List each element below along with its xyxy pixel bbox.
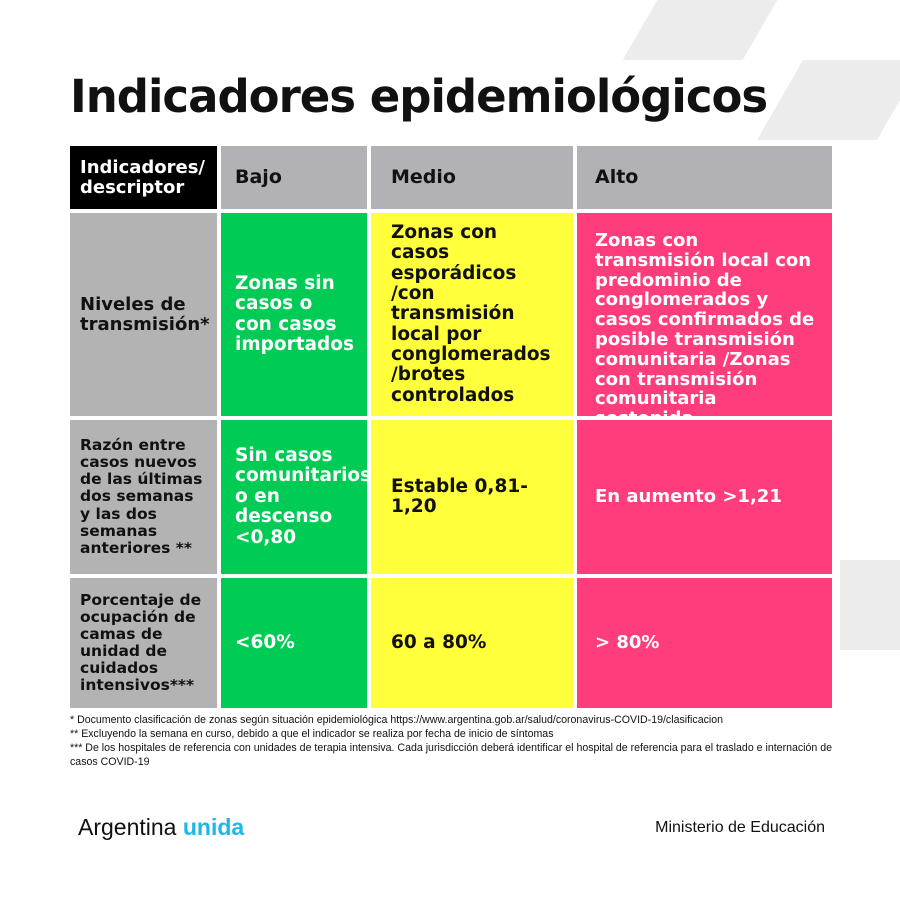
row-label-camas: Porcentaje de ocupación de camas de unid…: [70, 578, 217, 708]
argentina-unida-logo: Argentina unida: [78, 814, 244, 841]
background-decoration: [840, 560, 900, 650]
cell-medio-camas: 60 a 80%: [371, 578, 573, 708]
footnotes: * Documento clasificación de zonas según…: [70, 713, 850, 769]
brand-text: Argentina: [78, 814, 177, 840]
cell-medio-transmision: Zonas con casos esporádicos /con transmi…: [371, 213, 573, 416]
background-decoration: [756, 60, 900, 140]
footnote-1: * Documento clasificación de zonas según…: [70, 714, 724, 726]
header-indicadores: Indicadores/ descriptor: [70, 146, 217, 209]
cell-alto-razon: En aumento >1,21: [577, 420, 832, 574]
row-label-razon: Razón entre casos nuevos de las últimas …: [70, 420, 217, 574]
row-label-transmision: Niveles de transmisión*: [70, 213, 217, 416]
background-decoration: [622, 0, 778, 60]
cell-bajo-camas: <60%: [221, 578, 367, 708]
cell-medio-razon: Estable 0,81-1,20: [371, 420, 573, 574]
brand-accent-text: unida: [182, 814, 245, 840]
cell-alto-transmision: Zonas con transmisión local con predomin…: [577, 213, 832, 429]
header-bajo: Bajo: [221, 146, 367, 209]
header-alto: Alto: [577, 146, 832, 209]
footnote-3: *** De los hospitales de referencia con …: [70, 742, 833, 768]
ministry-logo: Ministerio de Educación: [655, 819, 825, 836]
cell-bajo-razon: Sin casos comunitarios o en descenso <0,…: [221, 420, 371, 574]
footnote-2: ** Excluyendo la semana en curso, debido…: [70, 728, 554, 740]
cell-bajo-transmision: Zonas sin casos o con casos importados: [221, 213, 367, 416]
page-title: Indicadores epidemiológicos: [70, 70, 768, 123]
header-medio: Medio: [371, 146, 573, 209]
cell-alto-camas: > 80%: [577, 578, 832, 708]
